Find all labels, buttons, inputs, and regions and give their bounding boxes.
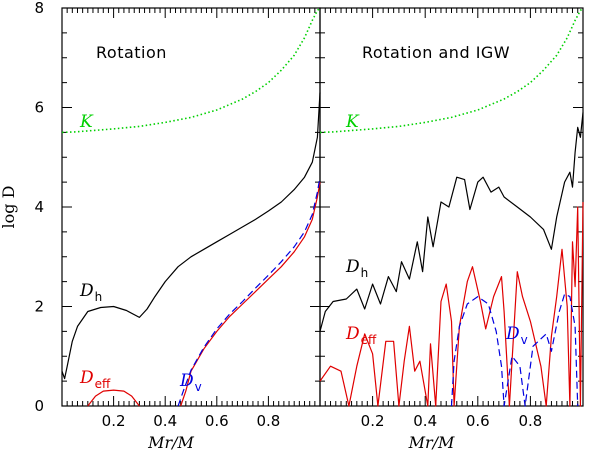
panel-1-series-Dh (61, 92, 321, 380)
panel-2-label-Deff-sub: eff (361, 333, 377, 347)
panel-1-xlabel: Mr/M (147, 433, 194, 452)
panel-2-series-Dh (319, 112, 584, 332)
panel-2-frame (319, 7, 584, 407)
panel-2-label-Deff-main: D (345, 324, 360, 344)
panel-1-label-Deff: Deff (79, 368, 111, 391)
panel-1-xtick-label: 0.8 (256, 412, 280, 430)
ytick-label: 4 (34, 198, 44, 216)
panel-2-label-K: K (345, 112, 360, 132)
panel-1-label-Deff-main: D (79, 368, 94, 388)
panel-2-label-Deff: Deff (345, 324, 377, 347)
ytick-label: 8 (34, 0, 44, 17)
panel-1-label-Dv: Dv (179, 371, 202, 394)
panel-1-series-Dv (177, 177, 321, 407)
panel-2-label-Dh: Dh (345, 257, 368, 280)
panel-2-title: Rotation and IGW (362, 43, 510, 62)
panel-2-label-Dv-sub: v (521, 333, 528, 347)
panel-2-label-K-main: K (345, 112, 360, 132)
ylabel: log D (0, 186, 18, 229)
ytick-label: 2 (34, 298, 44, 316)
panel-1-label-Dh-main: D (79, 281, 94, 301)
panel-1-label-Dv-main: D (179, 371, 194, 391)
axes (61, 7, 584, 407)
panel-1-series-K (61, 7, 321, 134)
panel-1-label-K: K (79, 112, 94, 132)
panel-2-series-K (319, 7, 584, 134)
panel-2-label-Dv: Dv (505, 324, 528, 347)
panel-2-xtick-label: 0.4 (413, 412, 437, 430)
panel-1-xtick-label: 0.6 (205, 412, 229, 430)
series-layer (61, 7, 584, 407)
panel-2-series-Deff (319, 201, 584, 407)
panel-2-label-Dh-sub: h (361, 266, 369, 280)
panel-2-label-Dv-main: D (505, 324, 520, 344)
panel-1-xtick-label: 0.2 (102, 412, 126, 430)
panel-1-label-Deff-sub: eff (95, 377, 111, 391)
panel-1-xtick-label: 0.4 (153, 412, 177, 430)
panel-2-series-Dv (450, 293, 579, 407)
panel-1-series-Deff (87, 389, 140, 407)
panel-2-xlabel: Mr/M (408, 433, 455, 452)
ytick-label: 0 (34, 397, 44, 415)
panel-1-label-Dh: Dh (79, 281, 102, 304)
panel-2-label-Dh-main: D (345, 257, 360, 277)
ytick-label: 6 (34, 99, 44, 117)
panel-1-title: Rotation (96, 43, 167, 62)
panel-2-xtick-label: 0.8 (518, 412, 542, 430)
panel-1-label-Dh-sub: h (95, 290, 103, 304)
panel-2-xtick-label: 0.6 (466, 412, 490, 430)
panel-1-label-K-main: K (79, 112, 94, 132)
panel-1-label-Dv-sub: v (195, 380, 202, 394)
panel-1-frame (61, 7, 321, 407)
panel-2-xtick-label: 0.2 (361, 412, 385, 430)
